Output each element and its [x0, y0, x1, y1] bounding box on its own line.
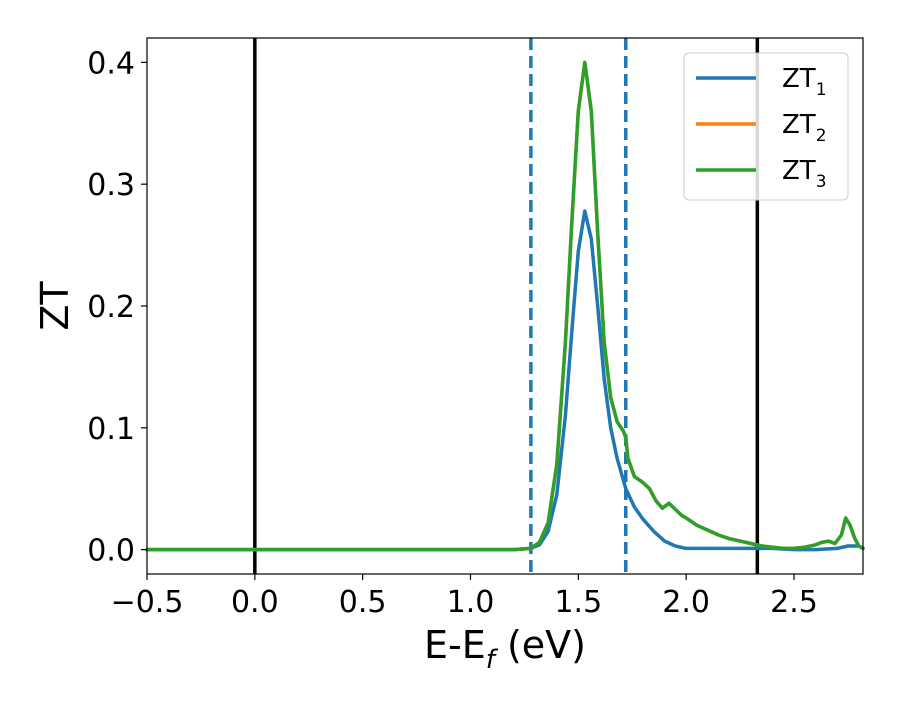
- x-tick-label: 2.5: [770, 585, 818, 620]
- x-tick-label: 2.0: [662, 585, 710, 620]
- y-tick-label: 0.2: [87, 290, 135, 325]
- y-tick-label: 0.0: [87, 534, 135, 569]
- y-tick-label: 0.1: [87, 412, 135, 447]
- legend-label-2: ZT2: [782, 110, 827, 146]
- legend-label-3: ZT3: [782, 156, 827, 192]
- ticks-layer: −0.5 0.0 0.5 1.0 1.5 2.0 2.5 0.0 0.1 0.2 0.3 0.4: [87, 46, 818, 620]
- series-line-3: [145, 60, 865, 552]
- x-tick-label: −0.5: [111, 585, 184, 620]
- plot-area-frame: [146, 37, 864, 575]
- legend-label-1: ZT1: [782, 64, 827, 100]
- legend-frame: [683, 52, 849, 201]
- x-tick-label: 0.0: [231, 585, 279, 620]
- x-tick-label: 1.0: [447, 585, 495, 620]
- x-tick-label: 1.5: [554, 585, 602, 620]
- x-tick-label: 0.5: [339, 585, 387, 620]
- y-tick-label: 0.3: [87, 168, 135, 203]
- legend: ZT1 ZT2 ZT3: [683, 52, 849, 201]
- x-axis-title: E-Ef (eV): [424, 623, 586, 675]
- y-tick-label: 0.4: [87, 46, 135, 81]
- y-axis-title: ZT: [33, 281, 77, 331]
